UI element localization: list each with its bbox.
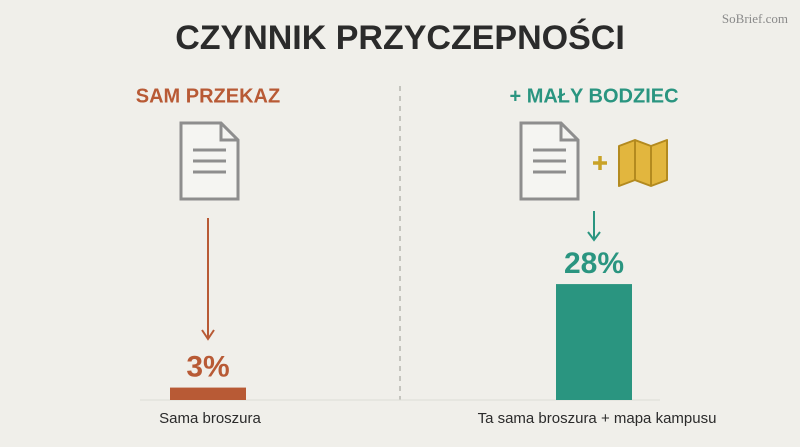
value-label: 3% xyxy=(186,351,229,384)
document-icon xyxy=(179,121,240,201)
category-label: Sama broszura xyxy=(159,410,261,427)
panel-header: + MAŁY BODZIEC xyxy=(509,85,678,107)
bar xyxy=(556,284,632,400)
panel-header: SAM PRZEKAZ xyxy=(136,85,280,107)
value-label: 28% xyxy=(564,247,624,280)
plus-icon xyxy=(593,156,607,170)
chart-title: CZYNNIK PRZYCZEPNOŚCI xyxy=(175,19,625,57)
arrow xyxy=(587,211,601,242)
watermark: SoBrief.com xyxy=(722,11,788,26)
map-icon xyxy=(618,139,668,187)
arrow xyxy=(201,218,215,341)
category-label: Ta sama broszura + mapa kampusu xyxy=(478,410,717,427)
document-icon xyxy=(519,121,580,201)
bar xyxy=(170,387,246,400)
